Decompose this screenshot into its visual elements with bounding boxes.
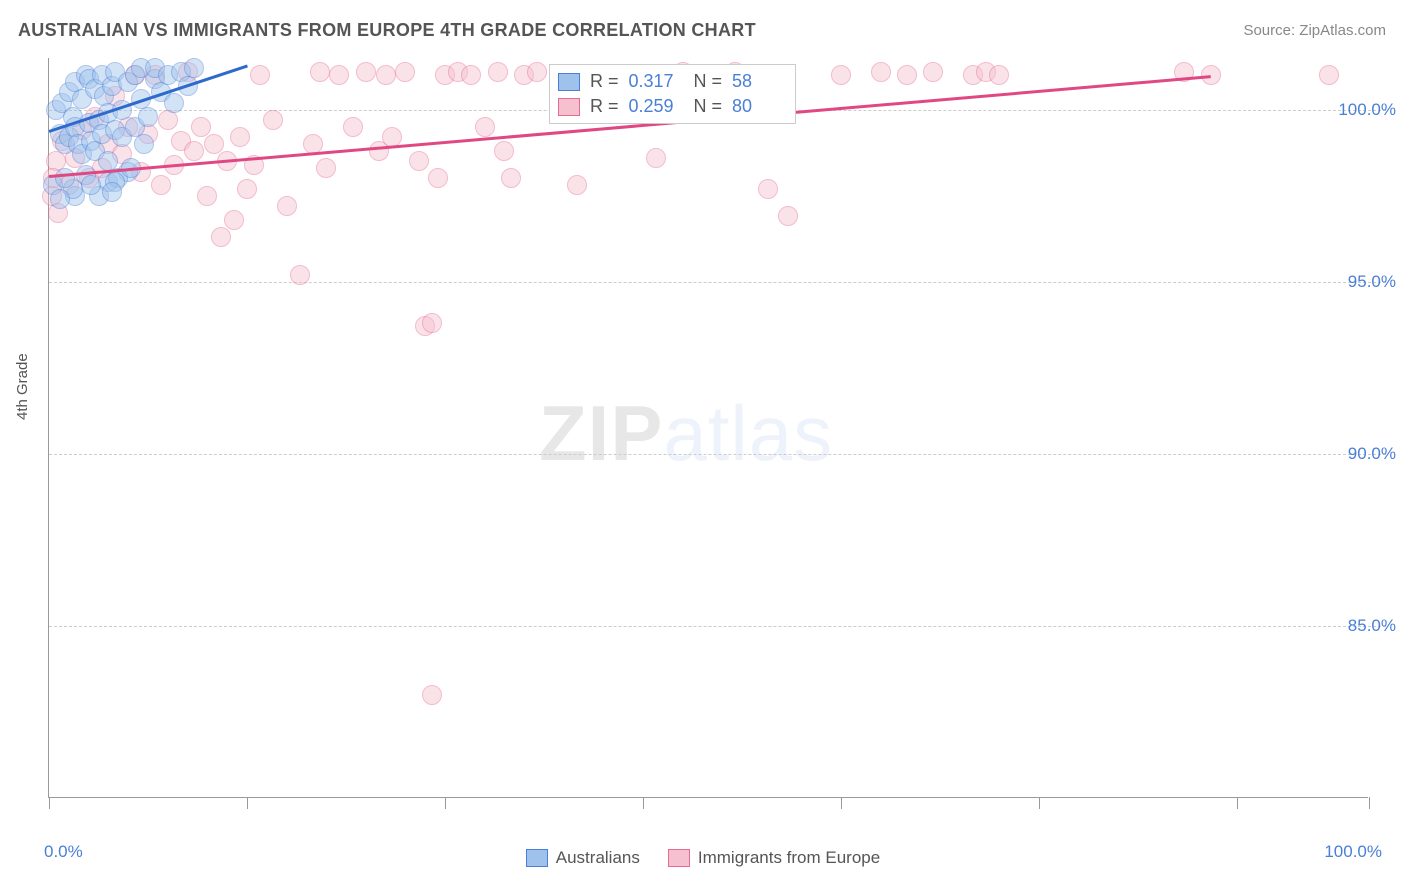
y-tick-label: 100.0% [1338, 100, 1396, 120]
data-point [343, 117, 363, 137]
stats-r-value: 0.317 [629, 71, 684, 92]
gridline-h [49, 626, 1386, 627]
x-tick [247, 797, 248, 809]
x-tick [643, 797, 644, 809]
chart-source: Source: ZipAtlas.com [1243, 22, 1386, 39]
data-point [409, 151, 429, 171]
data-point [871, 62, 891, 82]
data-point [230, 127, 250, 147]
data-point [758, 179, 778, 199]
data-point [184, 141, 204, 161]
y-tick-label: 85.0% [1348, 616, 1396, 636]
x-tick [1039, 797, 1040, 809]
data-point [224, 210, 244, 230]
plot-area: ZIPatlas R = 0.317 N = 58 R = 0.259 N = 80 [48, 58, 1368, 798]
data-point [134, 134, 154, 154]
data-point [494, 141, 514, 161]
data-point [316, 158, 336, 178]
data-point [102, 182, 122, 202]
gridline-h [49, 454, 1386, 455]
data-point [310, 62, 330, 82]
data-point [501, 168, 521, 188]
data-point [204, 134, 224, 154]
data-point [376, 65, 396, 85]
data-point [475, 117, 495, 137]
watermark-zip: ZIP [539, 389, 663, 477]
data-point [778, 206, 798, 226]
x-tick [841, 797, 842, 809]
data-point [1319, 65, 1339, 85]
data-point [250, 65, 270, 85]
data-point [461, 65, 481, 85]
stats-box: R = 0.317 N = 58 R = 0.259 N = 80 [549, 64, 796, 124]
data-point [831, 65, 851, 85]
stats-r-label: R = [590, 96, 619, 117]
data-point [646, 148, 666, 168]
data-point [527, 62, 547, 82]
legend-item-australians: Australians [526, 848, 640, 868]
y-tick-label: 95.0% [1348, 272, 1396, 292]
data-point [263, 110, 283, 130]
data-point [422, 685, 442, 705]
legend-item-europe: Immigrants from Europe [668, 848, 880, 868]
data-point [488, 62, 508, 82]
legend-swatch-australians [526, 849, 548, 867]
data-point [55, 168, 75, 188]
stats-swatch [558, 98, 580, 116]
chart-header: AUSTRALIAN VS IMMIGRANTS FROM EUROPE 4TH… [18, 20, 1386, 41]
data-point [395, 62, 415, 82]
legend-swatch-europe [668, 849, 690, 867]
chart-title: AUSTRALIAN VS IMMIGRANTS FROM EUROPE 4TH… [18, 20, 756, 41]
data-point [277, 196, 297, 216]
stats-n-value: 58 [732, 71, 787, 92]
data-point [151, 175, 171, 195]
data-point [923, 62, 943, 82]
data-point [237, 179, 257, 199]
data-point [428, 168, 448, 188]
data-point [50, 189, 70, 209]
x-tick [49, 797, 50, 809]
stats-swatch [558, 73, 580, 91]
data-point [329, 65, 349, 85]
stats-n-label: N = [694, 71, 723, 92]
data-point [197, 186, 217, 206]
watermark: ZIPatlas [539, 388, 833, 479]
data-point [989, 65, 1009, 85]
stats-row: R = 0.317 N = 58 [558, 69, 787, 94]
stats-r-label: R = [590, 71, 619, 92]
legend-label-australians: Australians [556, 848, 640, 868]
bottom-legend: Australians Immigrants from Europe [0, 848, 1406, 868]
y-tick-label: 90.0% [1348, 444, 1396, 464]
x-tick [1369, 797, 1370, 809]
data-point [138, 107, 158, 127]
data-point [211, 227, 231, 247]
stats-n-label: N = [694, 96, 723, 117]
data-point [158, 110, 178, 130]
stats-n-value: 80 [732, 96, 787, 117]
x-tick [445, 797, 446, 809]
watermark-atlas: atlas [663, 389, 833, 477]
data-point [164, 93, 184, 113]
legend-label-europe: Immigrants from Europe [698, 848, 880, 868]
x-tick [1237, 797, 1238, 809]
data-point [356, 62, 376, 82]
data-point [290, 265, 310, 285]
data-point [422, 313, 442, 333]
data-point [567, 175, 587, 195]
data-point [184, 58, 204, 78]
y-axis-label: 4th Grade [14, 353, 31, 420]
gridline-h [49, 282, 1386, 283]
stats-r-value: 0.259 [629, 96, 684, 117]
data-point [191, 117, 211, 137]
data-point [897, 65, 917, 85]
data-point [81, 175, 101, 195]
stats-row: R = 0.259 N = 80 [558, 94, 787, 119]
